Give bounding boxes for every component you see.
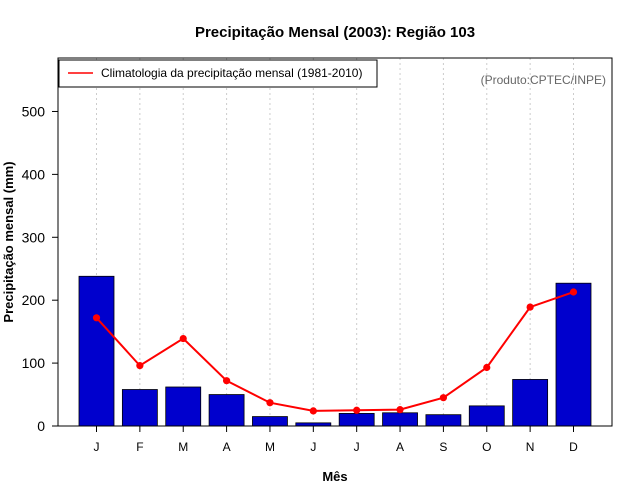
grid-lines <box>96 58 574 426</box>
bar-10 <box>512 379 549 427</box>
chart-title: Precipitação Mensal (2003): Região 103 <box>195 24 475 41</box>
bar-3 <box>208 394 245 427</box>
x-tick-label-7: A <box>396 440 404 454</box>
plot-area-frame <box>57 57 613 427</box>
bar-2 <box>165 386 202 427</box>
bar-1 <box>121 389 158 427</box>
climatology-point-3 <box>222 377 231 385</box>
credit-text: (Produto:CPTEC/INPE) <box>481 73 606 87</box>
y-tick-label-1: 100 <box>22 355 46 371</box>
y-axis-label: Precipitação mensal (mm) <box>1 161 16 322</box>
climatology-point-10 <box>526 303 534 311</box>
climatology-line-series <box>92 288 578 415</box>
x-tick-label-2: M <box>178 440 188 454</box>
climatology-point-11 <box>569 288 578 296</box>
climatology-point-4 <box>266 399 274 407</box>
bar-6 <box>338 413 375 427</box>
legend-label-climatology: Climatologia da precipitação mensal (198… <box>101 66 362 80</box>
y-tick-label-2: 200 <box>22 292 46 308</box>
y-tick-label-3: 300 <box>22 229 46 245</box>
y-tick-label-4: 400 <box>22 166 46 182</box>
x-tick-label-4: M <box>265 440 275 454</box>
x-tick-label-0: J <box>94 440 100 454</box>
bar-series <box>78 275 592 427</box>
climatology-point-1 <box>136 362 144 370</box>
bar-11 <box>555 282 592 427</box>
bar-4 <box>252 416 288 427</box>
x-tick-label-3: A <box>223 440 231 454</box>
climatology-point-7 <box>396 406 404 414</box>
climatology-point-2 <box>179 334 187 343</box>
climatology-point-8 <box>439 394 448 402</box>
x-tick-label-6: J <box>354 440 360 454</box>
climatology-point-5 <box>309 407 317 415</box>
x-tick-label-9: O <box>482 440 491 454</box>
bar-0 <box>78 275 115 427</box>
y-axis: 0 100 200 300 400 500 <box>22 103 58 434</box>
x-tick-label-1: F <box>136 440 143 454</box>
climatology-point-9 <box>483 363 491 372</box>
x-axis-label: Mês <box>322 469 347 484</box>
y-tick-label-5: 500 <box>22 103 46 119</box>
x-tick-label-8: S <box>439 440 447 454</box>
climatology-line <box>95 291 574 412</box>
climatology-point-6 <box>353 406 361 414</box>
legend: Climatologia da precipitação mensal (198… <box>58 59 378 88</box>
x-tick-label-11: D <box>569 440 578 454</box>
x-tick-label-10: N <box>526 440 535 454</box>
bar-9 <box>468 405 505 427</box>
climatology-point-0 <box>92 314 101 322</box>
y-tick-label-0: 0 <box>37 418 45 434</box>
legend-box <box>58 59 378 88</box>
x-tick-label-5: J <box>310 440 316 454</box>
bar-7 <box>382 412 418 427</box>
bar-8 <box>425 414 462 427</box>
